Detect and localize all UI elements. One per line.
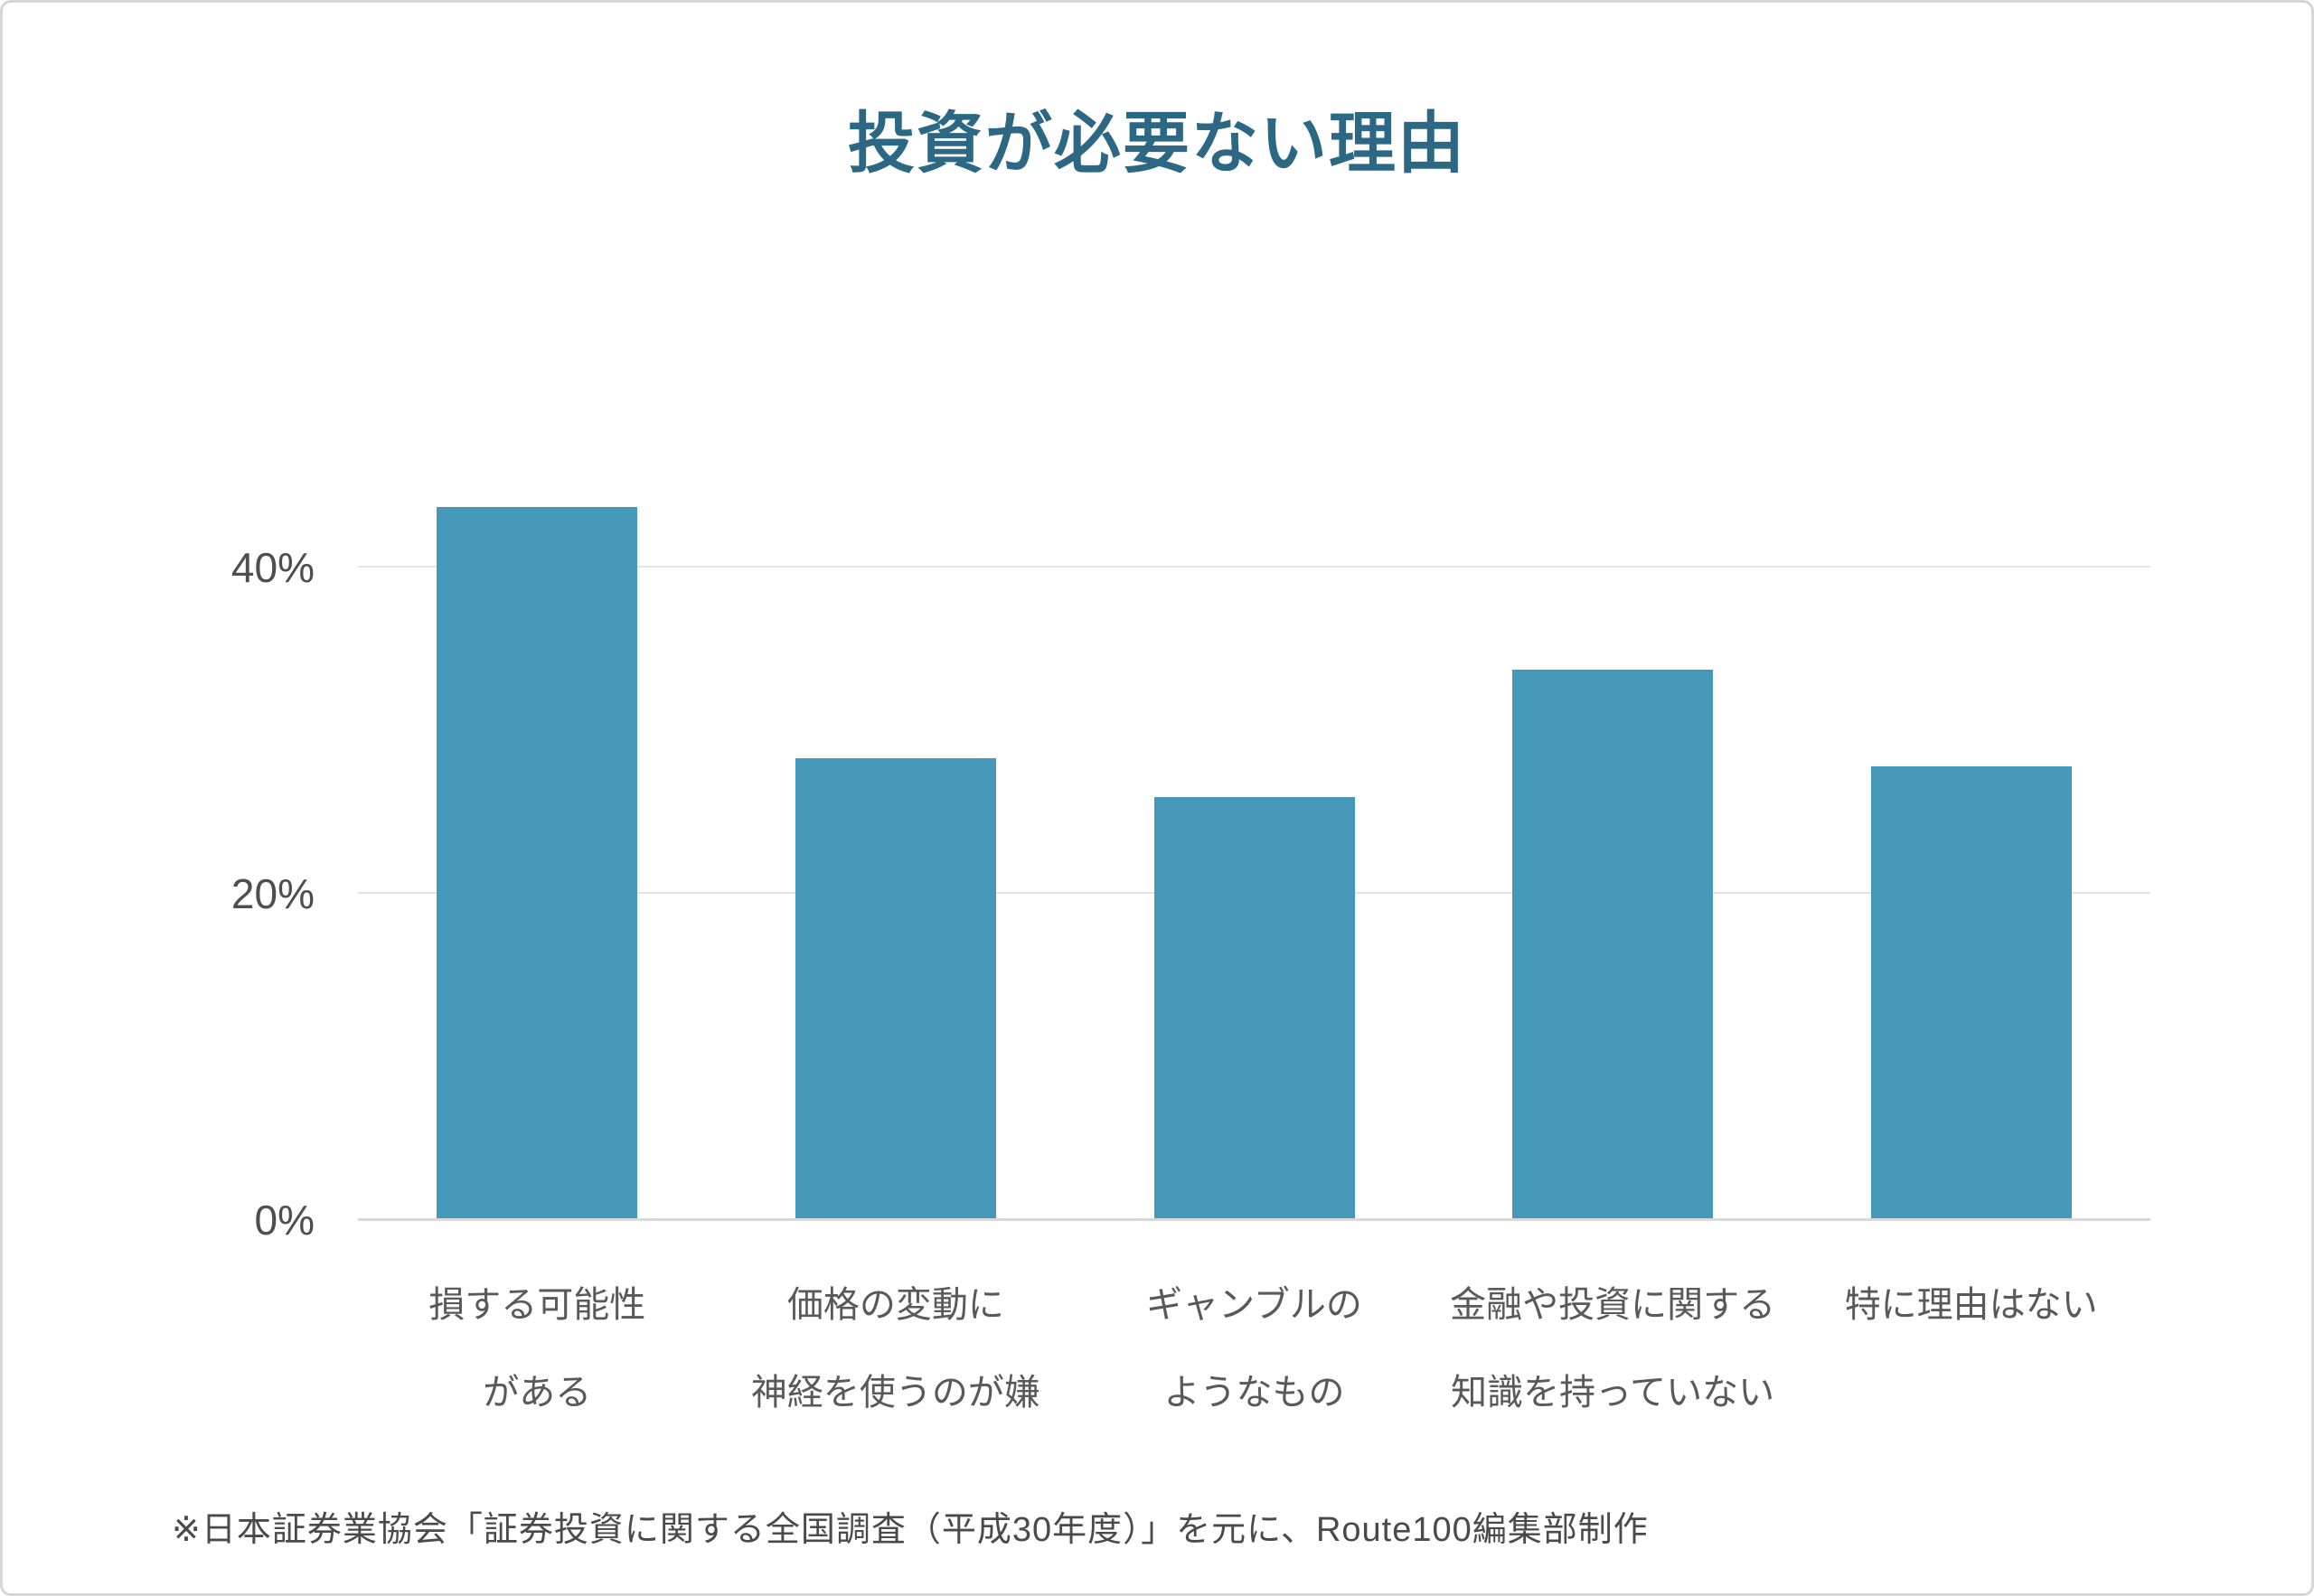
y-tick-label-40: 40% xyxy=(230,543,315,591)
bar-2 xyxy=(795,757,996,1220)
x-category-label-line: 特に理由はない xyxy=(1844,1285,2098,1325)
x-category-label-4: 金融や投資に関する 知識を持っていない xyxy=(1434,1262,1792,1437)
gridline-40 xyxy=(358,565,2150,568)
x-category-label-5: 特に理由はない xyxy=(1792,1262,2150,1349)
x-category-label-2: 価格の変動に 神経を使うのが嫌 xyxy=(717,1262,1076,1437)
x-category-label-line: 損する可能性 xyxy=(428,1285,646,1325)
y-tick-label-0: 0% xyxy=(254,1197,315,1244)
x-category-label-1: 損する可能性 がある xyxy=(358,1262,717,1437)
bar-5 xyxy=(1870,765,2072,1220)
x-category-label-line: 知識を持っていない xyxy=(1451,1373,1775,1413)
source-footnote: ※日本証券業協会「証券投資に関する全国調査（平成30年度）」を元に、Route1… xyxy=(172,1511,1649,1549)
y-tick-label-20: 20% xyxy=(230,869,315,917)
x-category-label-line: ギャンブルの xyxy=(1146,1285,1362,1325)
x-category-label-line: がある xyxy=(483,1373,592,1413)
plot-area: 0% 20% 40% 損する可能性 がある 価格の変動に 神経を使うのが嫌 ギャンブルの ような… xyxy=(231,404,2150,1413)
bar-1 xyxy=(437,506,638,1220)
bar-4 xyxy=(1512,670,1714,1220)
x-category-label-line: 価格の変動に xyxy=(786,1285,1004,1325)
x-category-label-line: ようなもの xyxy=(1163,1373,1345,1413)
x-category-label-3: ギャンブルの ようなもの xyxy=(1075,1262,1434,1437)
x-category-label-line: 金融や投資に関する xyxy=(1450,1285,1776,1325)
x-axis-line xyxy=(358,1218,2150,1221)
chart-title: 投資が必要ない理由 xyxy=(848,106,1466,181)
x-category-label-line: 神経を使うのが嫌 xyxy=(750,1373,1040,1413)
bar-3 xyxy=(1153,797,1355,1220)
